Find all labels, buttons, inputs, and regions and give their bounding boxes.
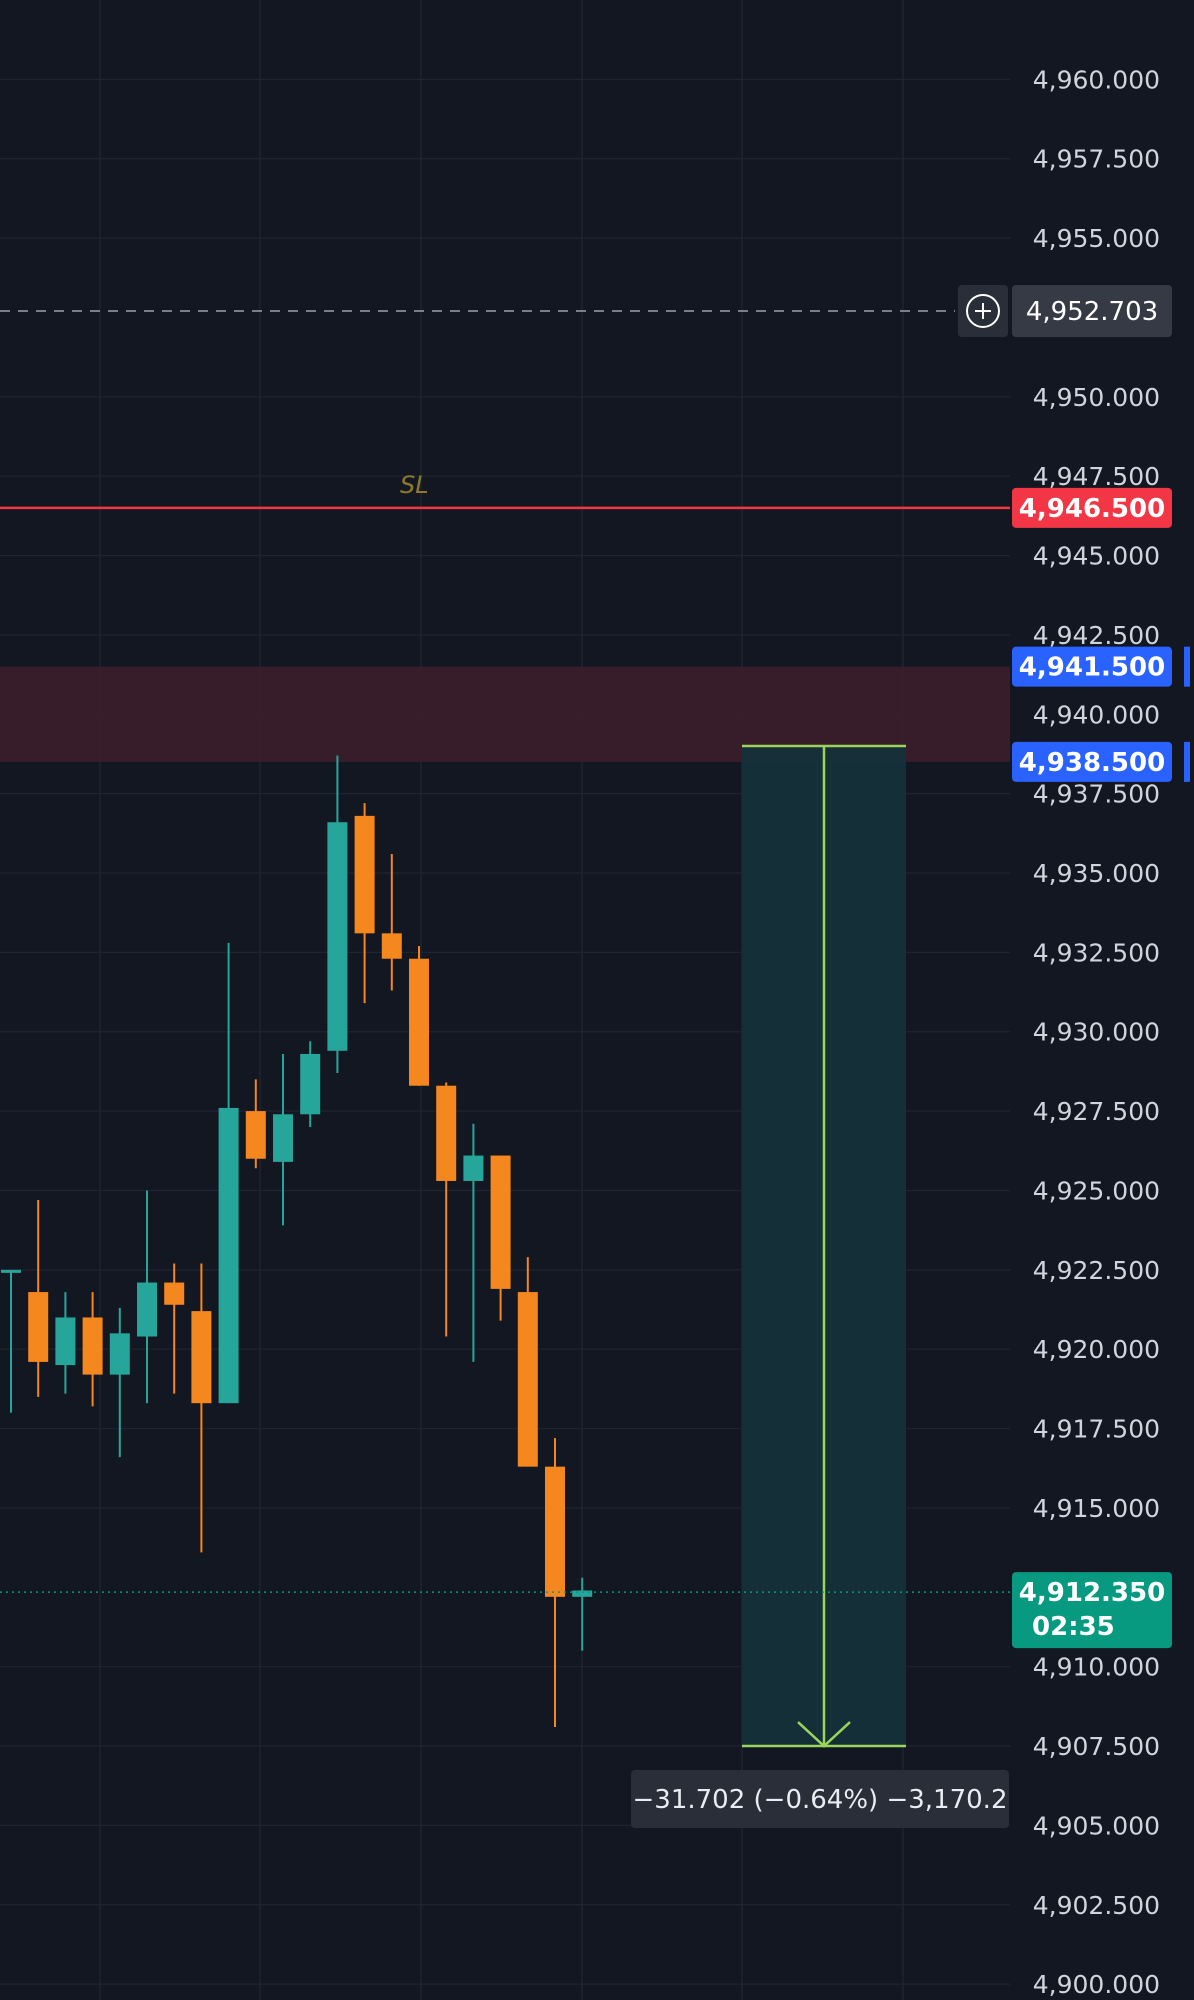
price-tick-label: 4,960.000 [1033,65,1160,94]
measure-arrow-head [797,1721,851,1748]
zone-lower-tag-bg [1012,741,1172,782]
candle [300,1041,321,1127]
measure-label: −31.702 (−0.64%) −3,170.2 [631,1770,1009,1829]
candle [490,1155,511,1321]
candle-body [191,1311,212,1404]
candle-body [381,933,402,959]
candle-body [327,822,348,1051]
candle-body [82,1317,103,1375]
price-tick-label: 4,902.500 [1033,1891,1160,1920]
candle [463,1123,484,1362]
price-tick-label: 4,955.000 [1033,224,1160,253]
candle-body [109,1333,130,1375]
candle-body [55,1317,76,1366]
candle [245,1079,266,1169]
candle-body [218,1107,239,1404]
price-tick-label: 4,925.000 [1033,1176,1160,1205]
price-tick-label: 4,920.000 [1033,1335,1160,1364]
price-tick-label: 4,905.000 [1033,1811,1160,1840]
candle [55,1292,76,1394]
candle [273,1053,293,1226]
zone-upper-tag: 4,941.500 [1012,646,1190,687]
candle-body [300,1053,321,1115]
candle [545,1438,565,1727]
zone-lower-tag: 4,938.500 [1012,741,1190,782]
price-tick-label: 4,942.500 [1033,621,1160,650]
candle [381,853,402,991]
price-tick-label: 4,945.000 [1033,542,1160,571]
candle-body [164,1282,185,1305]
zone-upper-price: 4,941.500 [1019,653,1165,683]
price-tick-label: 4,935.000 [1033,859,1160,888]
crosshair-price-tag: 4,952.703 [958,285,1172,338]
candle [28,1200,49,1397]
price-tick-label: 4,915.000 [1033,1494,1160,1523]
zone-lower-price: 4,938.500 [1019,748,1165,778]
candle-body [137,1282,157,1337]
candle-body [245,1111,266,1159]
crosshair-price: 4,952.703 [1026,297,1158,327]
current-tag-bg [1012,1572,1172,1649]
candle [409,946,429,1086]
candle-body [273,1114,293,1162]
measure-tool[interactable] [742,744,906,1748]
candle [517,1257,538,1467]
candle-body [28,1292,49,1362]
candle [109,1307,130,1458]
candle [191,1263,212,1553]
candles [1,755,593,1727]
candle [436,1082,457,1337]
price-tick-label: 4,950.000 [1033,383,1160,412]
candle [137,1190,157,1404]
price-tick-label: 4,930.000 [1033,1018,1160,1047]
candle-body [463,1155,484,1181]
current-price-tag: 4,912.350 02:35 [1012,1572,1172,1649]
current-price: 4,912.350 [1019,1578,1165,1608]
stop-loss-price: 4,946.500 [1019,494,1165,524]
price-tick-label: 4,947.500 [1033,462,1160,491]
price-tick-label: 4,922.500 [1033,1256,1160,1285]
price-tick-label: 4,932.500 [1033,938,1160,967]
price-tick-label: 4,907.500 [1033,1732,1160,1761]
candle [354,803,375,1004]
zone-upper-tag-edge [1184,646,1190,687]
plus-circle-ring [966,294,1000,329]
candle-body [409,958,429,1086]
zone-upper-tag-bg [1012,646,1172,687]
candle [1,1269,21,1413]
candle-body [436,1085,457,1181]
price-tick-label: 4,940.000 [1033,700,1160,729]
candle-body [572,1590,593,1597]
price-tick-label: 4,957.500 [1033,145,1160,174]
candle [572,1577,593,1651]
candle-body [545,1466,565,1597]
stop-loss-tag-bg [1012,487,1172,528]
price-tick-label: 4,917.500 [1033,1415,1160,1444]
candle-body [517,1292,538,1467]
crosshair-tag-bg [1012,285,1172,338]
candle [82,1292,103,1407]
measure-label-bg [631,1770,1009,1829]
candle-countdown: 02:35 [1032,1612,1115,1642]
price-tick-label: 4,900.000 [1033,1970,1160,1999]
stop-loss-label: SL [400,471,429,499]
candle [218,942,239,1404]
candle [164,1263,185,1394]
price-tick-label: 4,937.500 [1033,780,1160,809]
price-tick-label: 4,927.500 [1033,1097,1160,1126]
measure-result: −31.702 (−0.64%) −3,170.2 [633,1785,1008,1815]
candle [327,755,348,1074]
candle-body [490,1155,511,1289]
candle-body [354,815,375,934]
candle-body [1,1269,21,1273]
plus-circle-icon[interactable] [966,294,1000,329]
price-axis[interactable]: 4,960.000 4,957.500 4,955.000 4,950.000 4,94… [1033,65,1160,1999]
stop-loss-price-tag: 4,946.500 [1012,487,1172,528]
zone-lower-tag-edge [1184,741,1190,782]
price-tick-label: 4,910.000 [1033,1653,1160,1682]
